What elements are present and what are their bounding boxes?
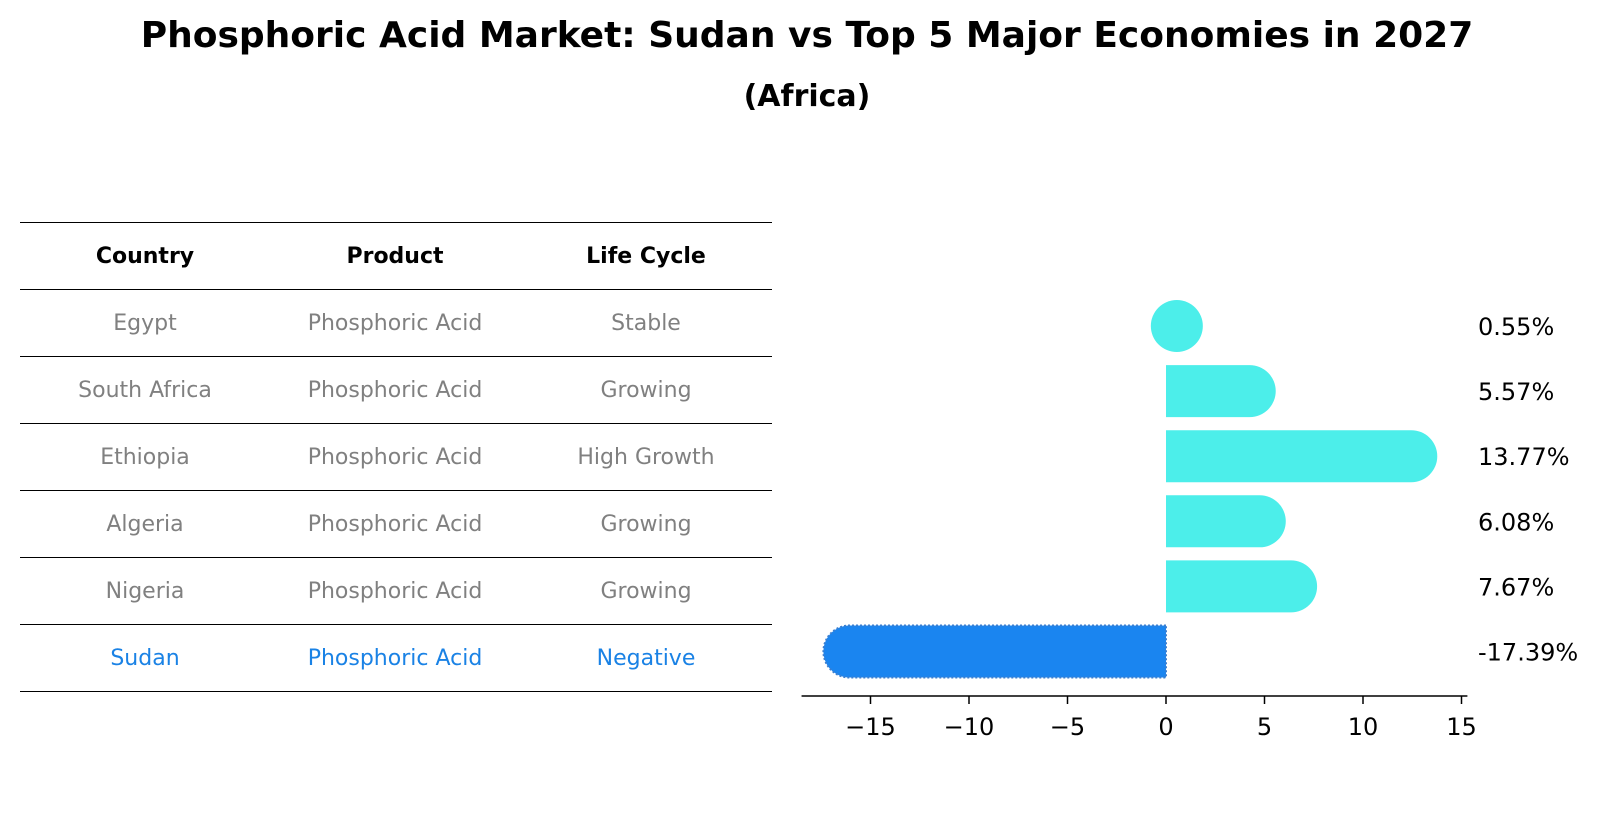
table-row: South Africa Phosphoric Acid Growing (20, 356, 772, 424)
table-row: Ethiopia Phosphoric Acid High Growth (20, 423, 772, 491)
value-label: 6.08% (1478, 508, 1554, 536)
value-label: 5.57% (1478, 378, 1554, 406)
table-row: Algeria Phosphoric Acid Growing (20, 490, 772, 558)
value-label: 13.77% (1478, 443, 1570, 471)
x-tick-label: −5 (1050, 713, 1085, 741)
cell-life-cycle: Growing (520, 490, 772, 558)
cell-country: Ethiopia (20, 423, 270, 491)
table-row: Egypt Phosphoric Acid Stable (20, 289, 772, 357)
bar-ethiopia (1166, 430, 1438, 483)
cell-product: Phosphoric Acid (270, 624, 520, 692)
value-label: 0.55% (1478, 313, 1554, 341)
cell-life-cycle: Negative (520, 624, 772, 692)
table-row-highlight: Sudan Phosphoric Acid Negative (20, 624, 772, 692)
x-tick-label: 10 (1348, 713, 1379, 741)
cell-life-cycle: Growing (520, 557, 772, 625)
bar-sudan (822, 624, 1167, 679)
x-tick-label: −10 (944, 713, 995, 741)
cell-country: Algeria (20, 490, 270, 558)
bar-nigeria (1166, 560, 1318, 613)
value-label: -17.39% (1478, 639, 1578, 667)
cell-country: Sudan (20, 624, 270, 692)
header-country: Country (20, 222, 270, 290)
x-tick-label: 15 (1446, 713, 1477, 741)
chart-subtitle: (Africa) (743, 79, 871, 114)
x-tick-label: 5 (1257, 713, 1272, 741)
bar-south-africa (1166, 365, 1276, 418)
cell-life-cycle: Growing (520, 356, 772, 424)
table-header-row: Country Product Life Cycle (20, 222, 772, 290)
market-table: Country Product Life Cycle Egypt Phospho… (20, 222, 772, 692)
cell-life-cycle: Stable (520, 289, 772, 357)
cell-product: Phosphoric Acid (270, 557, 520, 625)
cell-life-cycle: High Growth (520, 423, 772, 491)
header-product: Product (270, 222, 520, 290)
cell-country: South Africa (20, 356, 270, 424)
table-row: Nigeria Phosphoric Acid Growing (20, 557, 772, 625)
bar-algeria (1166, 495, 1286, 548)
cell-product: Phosphoric Acid (270, 490, 520, 558)
cell-country: Egypt (20, 289, 270, 357)
cell-product: Phosphoric Acid (270, 356, 520, 424)
cell-product: Phosphoric Acid (270, 289, 520, 357)
bar-egypt (1150, 300, 1203, 352)
header-life-cycle: Life Cycle (520, 222, 772, 290)
x-tick-label: −15 (845, 713, 896, 741)
cell-product: Phosphoric Acid (270, 423, 520, 491)
value-label: 7.67% (1478, 573, 1554, 601)
x-tick-label: 0 (1158, 713, 1173, 741)
cell-country: Nigeria (20, 557, 270, 625)
chart-title: Phosphoric Acid Market: Sudan vs Top 5 M… (140, 15, 1474, 56)
